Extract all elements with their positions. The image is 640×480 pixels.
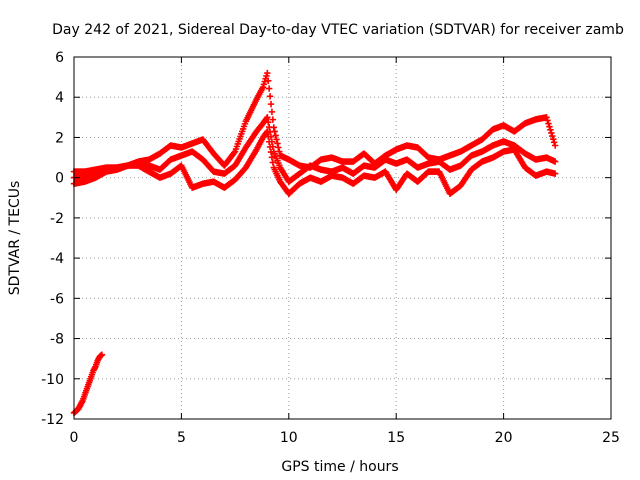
- data-point-trace-a: [231, 149, 238, 156]
- data-point-trace-a: [275, 144, 282, 151]
- x-axis-label: GPS time / hours: [281, 459, 398, 475]
- data-point-trace-c: [265, 138, 273, 145]
- data-point-trace-c: [264, 128, 271, 135]
- data-point-trace-c: [266, 143, 274, 151]
- y-tick-label: -4: [50, 251, 64, 267]
- x-tick-label: 0: [70, 430, 79, 446]
- data-point-trace-a: [545, 120, 552, 127]
- data-point-trace-a: [274, 140, 281, 147]
- data-point-trace-a: [550, 139, 558, 146]
- axis-ticks: 0 5 10 15 20 25 -12 -10 -8 -6 -4 -2 0 2 4 6: [41, 50, 620, 446]
- x-tick-label: 15: [387, 430, 405, 446]
- data-point-trace-a: [265, 77, 272, 85]
- data-point-trace-b: [264, 114, 271, 121]
- data-point-trace-a: [548, 129, 555, 137]
- chart-title: Day 242 of 2021, Sidereal Day-to-day VTE…: [52, 22, 624, 38]
- data-point-trace-early: [98, 351, 106, 358]
- x-tick-label: 20: [495, 430, 513, 446]
- y-tick-label: -12: [41, 412, 64, 428]
- data-point-trace-a: [272, 132, 279, 139]
- data-point-trace-c: [268, 154, 276, 161]
- y-tick-label: -2: [50, 211, 64, 227]
- data-point-trace-b: [265, 119, 272, 126]
- data-point-trace-a: [269, 116, 277, 123]
- data-point-trace-b: [263, 115, 270, 122]
- y-tick-label: 2: [55, 130, 64, 146]
- data-point-trace-a: [276, 148, 283, 155]
- y-axis-label: SDTVAR / TECUs: [7, 181, 23, 296]
- data-point-trace-a: [549, 132, 556, 140]
- data-point-trace-a: [543, 114, 550, 121]
- data-point-trace-a: [551, 142, 559, 149]
- data-point-trace-c: [269, 159, 277, 166]
- data-point-trace-a: [550, 136, 557, 143]
- data-point-trace-b: [265, 123, 273, 131]
- y-tick-label: 0: [55, 171, 64, 187]
- data-point-trace-c: [265, 133, 272, 140]
- data-point-trace-a: [547, 126, 554, 134]
- plot-frame: [73, 56, 612, 420]
- y-tick-label: 4: [55, 90, 64, 106]
- data-point-trace-a: [266, 93, 274, 100]
- data-point-trace-c: [267, 148, 275, 156]
- data-point-trace-a: [268, 108, 276, 116]
- x-tick-label: 10: [280, 430, 298, 446]
- y-tick-label: -10: [41, 372, 64, 388]
- x-tick-label: 5: [177, 430, 186, 446]
- data-point-trace-a: [267, 100, 275, 108]
- y-tick-label: 6: [55, 50, 64, 66]
- data-point-trace-b: [551, 158, 559, 165]
- x-tick-label: 25: [602, 430, 620, 446]
- data-point-trace-a: [544, 117, 551, 124]
- data-point-trace-a: [273, 136, 280, 143]
- y-tick-label: -6: [50, 291, 64, 307]
- data-points: [70, 69, 559, 417]
- data-point-trace-c: [551, 170, 559, 177]
- y-tick-label: -8: [50, 332, 64, 348]
- data-point-trace-c: [263, 129, 270, 136]
- data-point-trace-a: [265, 85, 273, 92]
- data-point-trace-a: [264, 69, 271, 77]
- data-point-trace-a: [546, 123, 553, 130]
